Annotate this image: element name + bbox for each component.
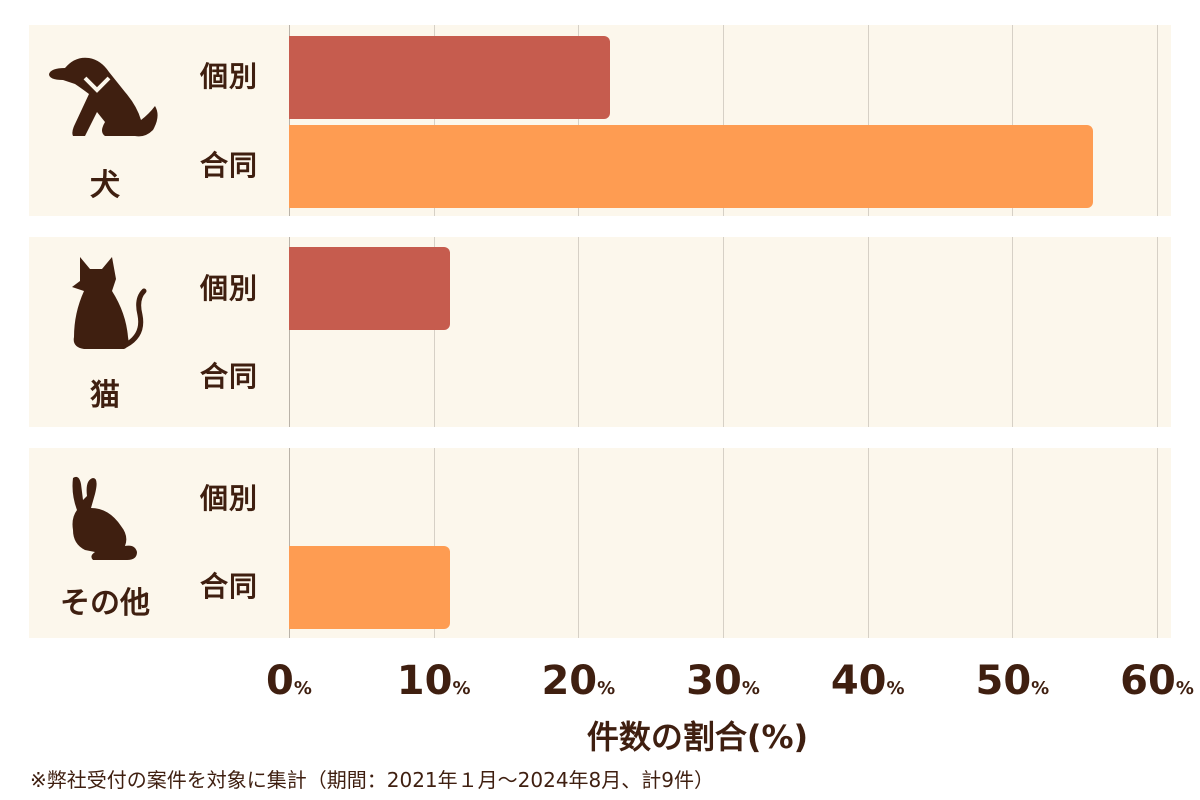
row-label-dog-individual: 個別 [200, 60, 259, 93]
x-tick-label: 0% [266, 658, 312, 704]
y-axis-line [289, 448, 290, 638]
gridline [578, 237, 580, 427]
bar-individual [289, 247, 450, 330]
cat-icon [68, 255, 148, 359]
y-axis-line [289, 25, 290, 216]
bar-joint [289, 546, 450, 629]
y-axis-line [289, 237, 290, 427]
gridline [433, 237, 435, 427]
gridline [1157, 448, 1159, 638]
gridline [723, 25, 724, 216]
row-label-dog-joint: 合同 [200, 149, 259, 182]
bar-individual [289, 36, 611, 119]
gridline [723, 448, 724, 638]
gridline [867, 237, 869, 427]
x-tick-label: 10% [396, 658, 471, 704]
row-label-other-joint: 合同 [200, 570, 259, 603]
gridline [578, 25, 580, 216]
gridline [867, 448, 869, 638]
panel-other [29, 448, 1171, 638]
footnote: ※弊社受付の案件を対象に集計（期間：2021年１月～2024年8月、計9件） [30, 768, 715, 792]
row-label-cat-joint: 合同 [200, 360, 259, 393]
gridline [1157, 237, 1159, 427]
group-label-dog: 犬 [90, 168, 120, 203]
group-label-other: その他 [60, 586, 150, 621]
bar-joint [289, 125, 1094, 208]
gridline [433, 25, 435, 216]
group-label-cat: 猫 [90, 378, 120, 413]
x-tick-label: 40% [830, 658, 905, 704]
row-label-other-individual: 個別 [200, 482, 259, 515]
gridline [578, 448, 580, 638]
x-tick-label: 30% [686, 658, 760, 704]
gridline [1012, 448, 1014, 638]
x-axis-title: 件数の割合(%) [586, 718, 809, 756]
gridline [1157, 25, 1159, 216]
x-tick-label: 20% [541, 658, 616, 704]
panel-cat [29, 237, 1171, 427]
gridline [723, 237, 724, 427]
row-label-cat-individual: 個別 [200, 272, 259, 305]
x-tick-label: 50% [975, 658, 1050, 704]
gridline [867, 25, 869, 216]
dog-icon [45, 52, 165, 156]
gridline [1012, 237, 1014, 427]
x-tick-label: 60% [1120, 658, 1194, 704]
rabbit-icon [65, 474, 145, 570]
gridline [433, 448, 435, 638]
gridline [1012, 25, 1014, 216]
